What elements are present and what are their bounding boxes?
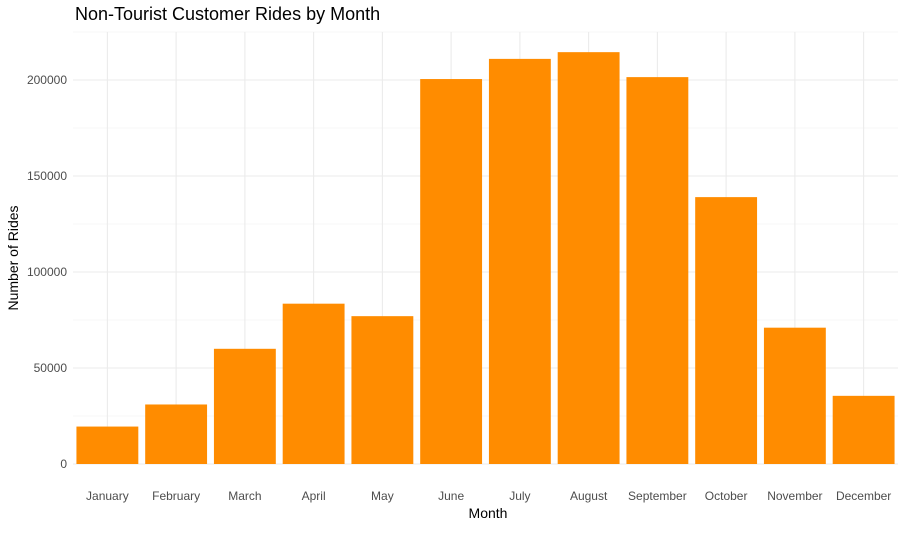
- x-tick-label: February: [152, 489, 200, 503]
- bar-february: [145, 404, 208, 464]
- bar-december: [832, 395, 895, 464]
- x-axis-title: Month: [469, 505, 508, 521]
- y-tick-label: 100000: [27, 265, 67, 279]
- x-axis-tick-labels: January February March April May June July Augu…: [86, 489, 891, 503]
- bar-september: [626, 77, 689, 465]
- x-tick-label: October: [705, 489, 748, 503]
- bar-august: [557, 52, 620, 464]
- bar-october: [695, 197, 758, 464]
- bar-january: [76, 426, 139, 464]
- y-tick-label: 50000: [34, 361, 68, 375]
- x-tick-label: May: [371, 489, 394, 503]
- y-axis-title: Number of Rides: [5, 205, 21, 310]
- bar-may: [351, 316, 414, 464]
- bar-march: [213, 348, 276, 464]
- bar-june: [420, 79, 483, 464]
- x-tick-label: November: [767, 489, 822, 503]
- y-tick-label: 0: [60, 457, 67, 471]
- bar-november: [763, 327, 826, 464]
- bar-april: [282, 303, 345, 464]
- x-tick-label: July: [509, 489, 530, 503]
- x-tick-label: January: [86, 489, 129, 503]
- x-tick-label: August: [570, 489, 608, 503]
- y-tick-label: 150000: [27, 169, 67, 183]
- y-axis-tick-labels: 0 50000 100000 150000 200000: [27, 73, 67, 471]
- bars: [76, 52, 895, 465]
- x-tick-label: June: [438, 489, 464, 503]
- x-tick-label: September: [628, 489, 687, 503]
- x-tick-label: March: [228, 489, 261, 503]
- x-tick-label: April: [302, 489, 326, 503]
- y-tick-label: 200000: [27, 73, 67, 87]
- chart-title: Non-Tourist Customer Rides by Month: [75, 4, 380, 24]
- x-tick-label: December: [836, 489, 891, 503]
- bar-july: [488, 58, 551, 464]
